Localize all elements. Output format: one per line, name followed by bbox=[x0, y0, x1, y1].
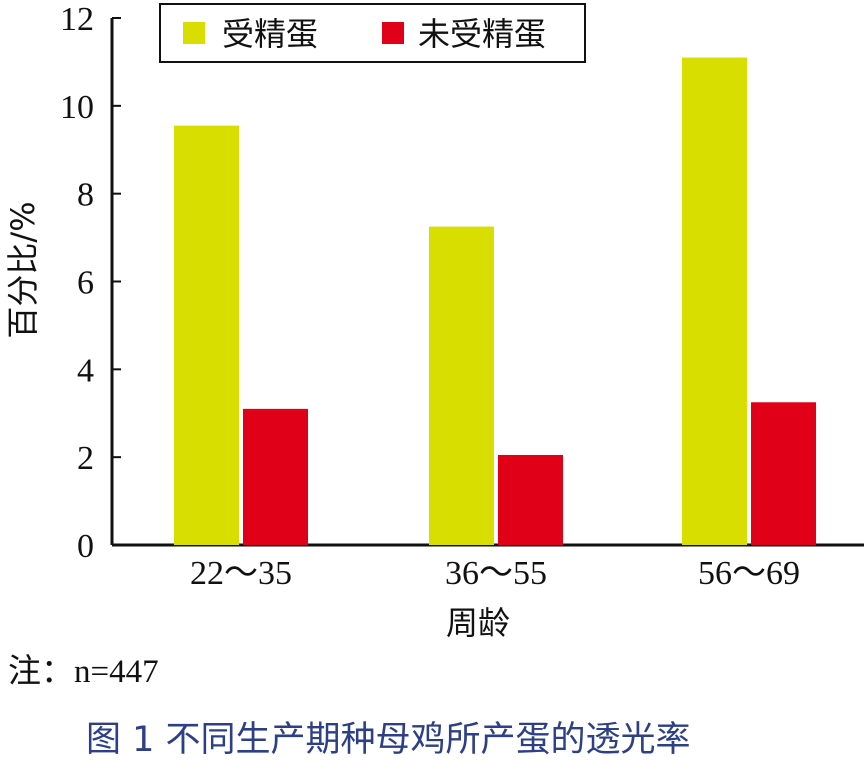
legend: 受精蛋 未受精蛋 bbox=[159, 3, 586, 63]
y-tick-label-8: 8 bbox=[77, 177, 94, 214]
y-ticks: 0 2 4 6 8 10 12 bbox=[60, 1, 121, 565]
legend-label-fertilized: 受精蛋 bbox=[222, 15, 318, 53]
legend-box bbox=[159, 3, 586, 63]
bar-unfertilized-36-55 bbox=[498, 454, 563, 545]
y-tick-label-0: 0 bbox=[77, 528, 94, 565]
x-axis-label: 周龄 bbox=[446, 604, 510, 642]
x-ticks: 22～35 36～55 56～69 bbox=[190, 555, 800, 592]
x-tick-label-56-69: 56～69 bbox=[698, 555, 800, 592]
y-tick-label-12: 12 bbox=[60, 1, 94, 38]
bar-fertilized-56-69 bbox=[682, 57, 747, 546]
legend-swatch-fertilized bbox=[183, 22, 205, 44]
bar-fertilized-36-55 bbox=[429, 226, 494, 545]
y-tick-label-4: 4 bbox=[77, 352, 94, 389]
figure-caption: 图 1 不同生产期种母鸡所产蛋的透光率 bbox=[86, 720, 691, 760]
x-tick-label-22-35: 22～35 bbox=[190, 555, 292, 592]
bar-unfertilized-56-69 bbox=[751, 402, 816, 545]
x-tick-label-36-55: 36～55 bbox=[445, 555, 547, 592]
sample-size-note: 注：n=447 bbox=[8, 653, 159, 690]
bar-fertilized-22-35 bbox=[174, 125, 239, 546]
legend-swatch-unfertilized bbox=[382, 22, 404, 44]
y-tick-label-6: 6 bbox=[77, 265, 94, 302]
bars bbox=[174, 57, 816, 546]
y-tick-label-2: 2 bbox=[77, 440, 94, 477]
y-tick-label-10: 10 bbox=[60, 89, 94, 126]
y-axis-label: 百分比/% bbox=[4, 201, 42, 338]
legend-label-unfertilized: 未受精蛋 bbox=[418, 15, 546, 53]
bar-unfertilized-22-35 bbox=[243, 408, 308, 545]
